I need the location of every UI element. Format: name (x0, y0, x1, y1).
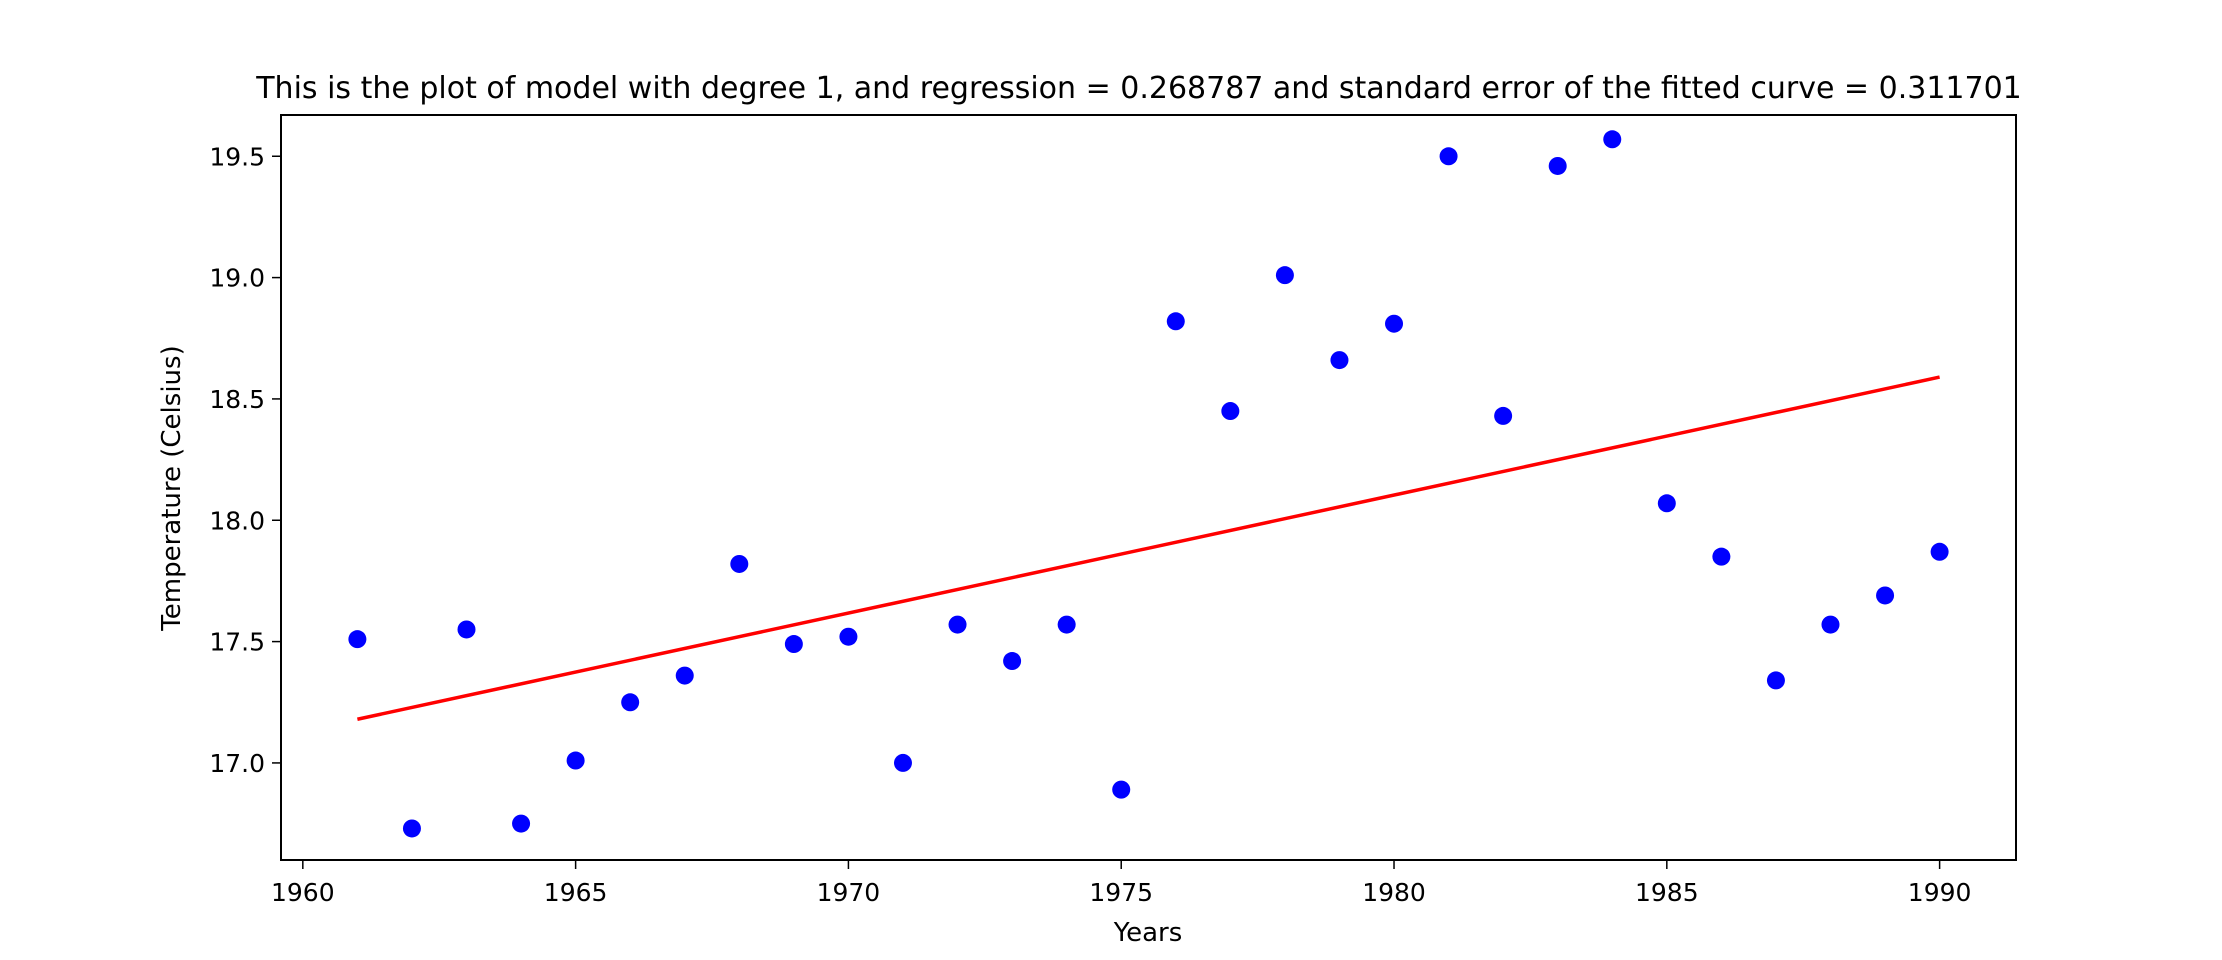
y-tick-label: 19.5 (209, 142, 265, 171)
x-tick-label: 1990 (1908, 878, 1972, 907)
data-point (566, 751, 585, 770)
data-point (1330, 351, 1349, 370)
data-point (1275, 266, 1294, 285)
y-tick-label: 18.5 (209, 385, 265, 414)
x-axis: 1960 1965 1970 1975 1980 1985 1990 (271, 860, 1971, 907)
data-point (1657, 494, 1676, 513)
data-point (348, 630, 367, 649)
data-point (1712, 547, 1731, 566)
plot-area (348, 130, 1949, 838)
y-axis: 17.0 17.5 18.0 18.5 19.0 19.5 (209, 142, 281, 778)
data-point (402, 819, 421, 838)
data-point (730, 554, 749, 573)
x-tick-label: 1980 (1362, 878, 1426, 907)
x-tick-label: 1985 (1635, 878, 1699, 907)
data-point (948, 615, 967, 634)
data-point (1221, 402, 1240, 421)
data-point (1548, 156, 1567, 175)
y-tick-label: 17.0 (209, 749, 265, 778)
data-point (1112, 780, 1131, 799)
data-point (512, 814, 531, 833)
data-point (1821, 615, 1840, 634)
data-point (1494, 406, 1513, 425)
x-tick-label: 1965 (544, 878, 608, 907)
plot-frame (280, 114, 2017, 861)
data-point (1439, 147, 1458, 166)
x-tick-label: 1975 (1089, 878, 1153, 907)
data-point (675, 666, 694, 685)
data-point (1603, 130, 1622, 149)
data-point (1876, 586, 1895, 605)
data-point (1385, 314, 1404, 333)
data-point (1766, 671, 1785, 690)
fit-line (357, 375, 1940, 721)
data-point (1930, 542, 1949, 561)
data-point (457, 620, 476, 639)
data-point (893, 753, 912, 772)
data-point (1166, 312, 1185, 331)
y-tick-label: 19.0 (209, 264, 265, 293)
y-tick-label: 18.0 (209, 506, 265, 535)
y-tick-label: 17.5 (209, 628, 265, 657)
chart-title: This is the plot of model with degree 1,… (255, 71, 2022, 106)
y-axis-label: Temperature (Celsius) (157, 345, 187, 631)
data-point (839, 627, 858, 646)
x-axis-label: Years (1113, 918, 1183, 948)
data-point (621, 693, 640, 712)
x-tick-label: 1960 (271, 878, 335, 907)
data-point (784, 635, 803, 654)
data-point (1003, 652, 1022, 671)
x-tick-label: 1970 (817, 878, 881, 907)
data-point (1057, 615, 1076, 634)
